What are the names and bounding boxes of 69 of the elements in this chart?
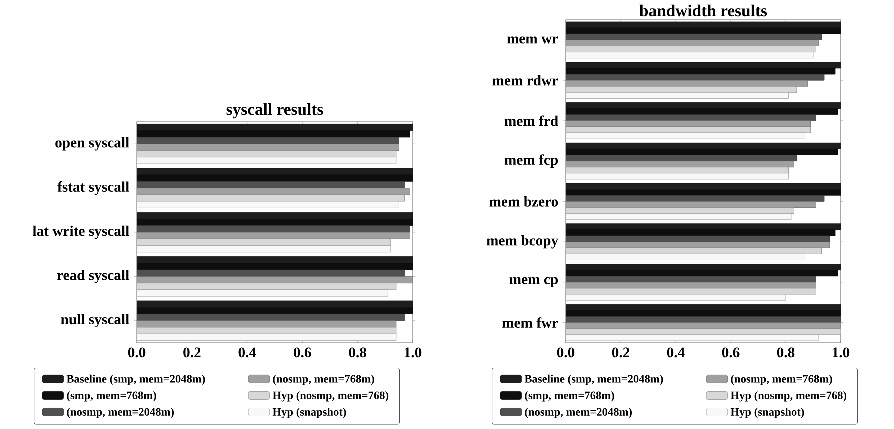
bar	[566, 208, 794, 214]
y-tick-label: mem cp	[510, 277, 558, 288]
bar	[566, 40, 820, 46]
bar	[566, 214, 792, 220]
x-tick-label: 0.2	[612, 348, 630, 358]
legend-label: Baseline (smp, mem=2048m)	[524, 374, 664, 386]
x-tick-label: 0.0	[128, 348, 146, 358]
legend-label: Hyp (snapshot)	[730, 408, 804, 418]
chart-title: bandwidth results	[640, 4, 768, 17]
bar	[566, 288, 816, 295]
bar	[566, 316, 841, 324]
bar	[566, 34, 822, 40]
bar	[566, 161, 794, 168]
x-tick-label: 0.4	[667, 348, 685, 358]
y-tick-label: open syscall	[56, 137, 130, 151]
bar	[566, 80, 808, 87]
x-tick-label: 0.2	[184, 348, 201, 358]
bar	[566, 126, 811, 134]
x-tick-label: 1.0	[405, 348, 422, 358]
bar	[566, 328, 841, 336]
bar	[566, 173, 789, 180]
bar	[566, 276, 816, 283]
bar	[566, 201, 816, 208]
x-tick-label: 0.6	[722, 348, 740, 358]
bar	[566, 236, 830, 242]
x-tick-label: 0.4	[238, 348, 256, 358]
bar	[566, 52, 814, 59]
bar	[566, 195, 825, 202]
legend-label: (nosmp, mem=768m)	[273, 374, 374, 386]
legend-label: (nosmp, mem=768m)	[731, 374, 832, 386]
y-tick-label: fstat syscall	[58, 182, 130, 196]
x-tick-label: 1.0	[832, 348, 850, 358]
bar	[566, 254, 806, 260]
bar	[566, 132, 806, 140]
bar	[566, 322, 841, 330]
y-tick-label: lat write syscall	[32, 226, 130, 240]
bar	[566, 167, 789, 174]
legend-label: Hyp (nosmp, mem=768)	[730, 391, 847, 402]
bar	[566, 155, 798, 162]
legend-label: Baseline (smp, mem=2048m)	[66, 374, 206, 386]
y-tick-label: null syscall	[61, 314, 130, 328]
bar	[566, 294, 786, 301]
legend-label: (nosmp, mem=2048m)	[67, 408, 174, 418]
legend-label: (nosmp, mem=2048m)	[525, 408, 632, 418]
bar	[566, 114, 816, 122]
bar	[566, 86, 798, 93]
bar	[566, 74, 825, 81]
x-tick-label: 0.6	[294, 348, 312, 358]
legend-label: Hyp (snapshot)	[272, 408, 346, 418]
bar	[566, 46, 816, 53]
x-tick-label: 0.0	[557, 348, 575, 358]
legend-label: (smp, mem=768m)	[525, 391, 614, 402]
legend-label: Hyp (nosmp, mem=768)	[272, 391, 389, 402]
y-tick-label: mem bcopy	[486, 235, 558, 249]
y-tick-label: mem fwr	[502, 318, 558, 328]
bar	[566, 334, 820, 342]
chart-title: syscall results	[226, 103, 324, 119]
y-tick-label: mem bzero	[490, 196, 558, 207]
bar	[566, 92, 789, 99]
legend-label: (smp, mem=768m)	[67, 391, 156, 402]
y-tick-label: read syscall	[57, 270, 130, 284]
bar	[566, 248, 822, 254]
x-tick-label: 0.8	[349, 348, 366, 358]
y-tick-label: mem wr	[507, 36, 558, 44]
y-tick-label: mem fcp	[504, 154, 558, 168]
y-tick-label: mem rdwr	[492, 75, 558, 86]
bar	[566, 242, 830, 248]
y-tick-label: mem frd	[504, 116, 558, 126]
x-tick-label: 0.8	[777, 348, 795, 358]
